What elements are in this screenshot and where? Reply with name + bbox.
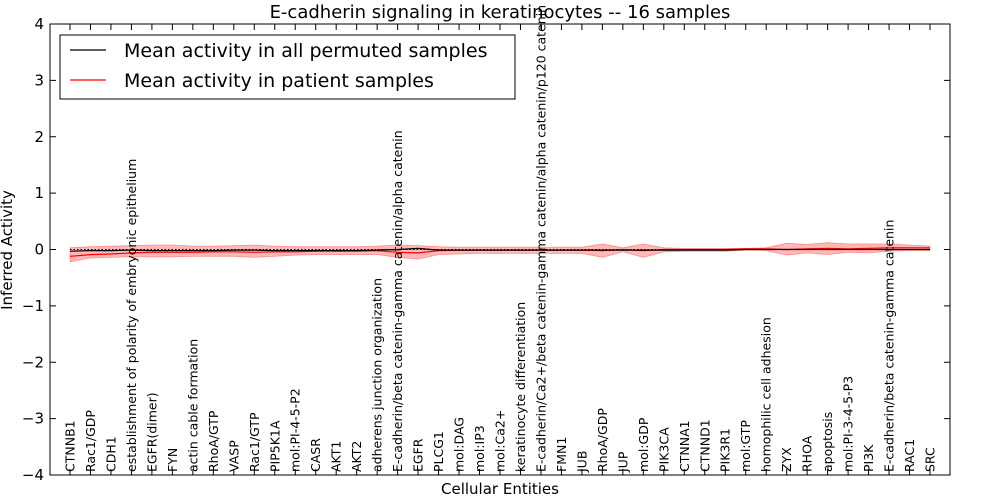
y-tick-label: −1 [22,297,44,315]
x-category-label: PLCG1 [431,431,446,472]
x-category-label: PIK3R1 [718,428,733,472]
x-category-label: keratinocyte differentiation [513,302,528,472]
patient-confidence-band [69,242,931,263]
x-category-label: mol:GTP [738,420,753,472]
x-category-label: AKT1 [329,441,344,472]
x-category-label: RhoA/GTP [206,410,221,472]
legend: Mean activity in all permuted samples Me… [59,34,516,100]
x-category-label: RhoA/GDP [595,408,610,472]
chart-title: E-cadherin signaling in keratinocytes --… [270,2,731,23]
x-category-label: CTNNB1 [63,420,78,472]
x-category-label: actin cable formation [185,339,200,472]
x-category-label: Rac1/GTP [247,412,262,472]
y-tick-label: 2 [34,128,44,146]
x-category-label: FYN [165,448,180,472]
x-category-label: FMN1 [554,437,569,472]
x-category-label: E-cadherin/beta catenin-gamma catenin [882,220,897,472]
y-tick-label: −4 [22,466,44,484]
x-category-label: VASP [226,440,241,472]
x-category-label: ZYX [779,447,794,472]
legend-label-patient: Mean activity in patient samples [124,70,434,92]
x-category-label: mol:GDP [636,417,651,472]
x-category-label: AKT2 [349,441,364,472]
x-category-label: RHOA [800,435,815,472]
y-axis: −4 −3 −2 −1 0 1 2 3 4 [22,15,950,484]
x-category-label: mol:PI-3-4-5-P3 [841,376,856,472]
x-category-label: mol:Ca2+ [493,410,508,472]
x-category-label: CTNNA1 [677,420,692,472]
x-category-label: E-cadherin/Ca2+/beta catenin-gamma caten… [534,5,549,472]
x-category-label: EGFR(dimer) [144,392,159,472]
x-category-label: mol:DAG [452,417,467,472]
x-category-label: EGFR [411,438,426,472]
x-category-label: PIK3CA [656,427,671,472]
y-axis-label: Inferred Activity [0,190,16,310]
x-axis-label: Cellular Entities [441,480,559,498]
x-category-label: PIP5K1A [267,420,282,472]
x-category-label: JUB [574,451,589,473]
permuted-series-line [69,247,930,252]
x-category-label: CTNND1 [697,419,712,472]
legend-box [59,34,516,100]
x-category-label: PI3K [861,444,876,472]
x-axis: CTNNB1 Rac1/GDP CDH1 establishment of polar… [63,5,938,475]
x-category-label: Rac1/GDP [83,410,98,472]
x-category-label: RAC1 [902,439,917,472]
x-category-label: E-cadherin/beta catenin-gamma catenin/al… [390,130,405,472]
y-tick-label: −3 [22,410,44,428]
y-tick-label: 4 [34,15,44,33]
legend-label-permuted: Mean activity in all permuted samples [124,40,487,62]
x-category-label: homophilic cell adhesion [759,317,774,472]
y-tick-label: 3 [34,71,44,89]
x-category-label: SRC [923,447,938,472]
y-tick-label: 0 [34,241,44,259]
x-category-label: CASR [308,438,323,472]
x-category-label: mol:IP3 [472,425,487,472]
x-category-label: establishment of polarity of embryonic e… [124,159,139,472]
y-tick-label: −2 [22,353,44,371]
x-category-label: CDH1 [104,436,119,472]
x-category-label: adherens junction organization [370,278,385,472]
x-category-label: apoptosis [820,412,835,472]
x-category-label: JUP [615,451,630,473]
y-tick-label: 1 [34,184,44,202]
x-category-label: mol:PI-4-5-P2 [288,388,303,472]
